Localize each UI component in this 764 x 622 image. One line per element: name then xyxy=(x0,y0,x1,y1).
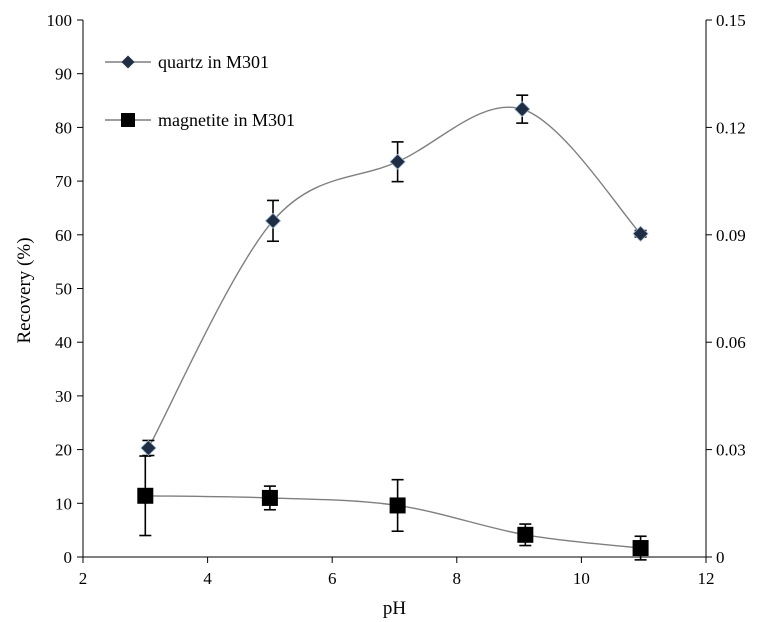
diamond-marker xyxy=(264,212,282,229)
square-marker xyxy=(517,526,534,543)
y-tick-label: 60 xyxy=(55,226,72,245)
legend: quartz in M301 magnetite in M301 xyxy=(105,52,295,130)
y-tick-label: 50 xyxy=(55,280,72,299)
diamond-marker xyxy=(632,225,649,242)
data-markers xyxy=(137,101,649,557)
x-axis-title: pH xyxy=(383,598,407,619)
y-tick-label: 30 xyxy=(55,387,72,406)
y2-tick-label: 0.03 xyxy=(716,441,746,460)
legend-square-marker xyxy=(121,113,135,127)
y2-tick-label: 0.15 xyxy=(716,11,746,30)
y2-tick-label: 0.12 xyxy=(716,118,746,137)
y-tick-label: 80 xyxy=(55,118,72,137)
diamond-marker xyxy=(389,153,406,170)
y-tick-label: 70 xyxy=(55,172,72,191)
y-tick-label: 90 xyxy=(55,65,72,84)
x-tick-label: 4 xyxy=(203,569,212,588)
x-tick-label: 2 xyxy=(79,569,88,588)
series-curves xyxy=(145,106,642,549)
x-tick-label: 12 xyxy=(698,569,715,588)
y-tick-label: 100 xyxy=(47,11,73,30)
diamond-marker xyxy=(140,439,157,457)
x-tick-label: 10 xyxy=(573,569,590,588)
legend-label: quartz in M301 xyxy=(158,52,269,72)
axes: 2 4 6 8 10 12010203040506070809010000.030.060… xyxy=(14,11,746,619)
y-tick-label: 10 xyxy=(55,494,72,513)
square-marker xyxy=(389,497,406,514)
square-marker xyxy=(137,487,154,504)
legend-label: magnetite in M301 xyxy=(158,110,295,130)
square-marker xyxy=(632,540,649,557)
x-tick-label: 8 xyxy=(453,569,462,588)
square-marker xyxy=(261,489,278,506)
legend-diamond-marker xyxy=(121,55,135,69)
y2-tick-label: 0.06 xyxy=(716,333,746,352)
y2-tick-label: 0.09 xyxy=(716,226,746,245)
y-tick-label: 40 xyxy=(55,333,72,352)
x-tick-label: 6 xyxy=(328,569,337,588)
y-tick-label: 20 xyxy=(55,441,72,460)
diamond-marker xyxy=(514,101,531,118)
y-tick-label: 0 xyxy=(64,548,73,567)
y2-tick-label: 0 xyxy=(716,548,725,567)
y-axis-title: Recovery (%) xyxy=(14,237,35,343)
